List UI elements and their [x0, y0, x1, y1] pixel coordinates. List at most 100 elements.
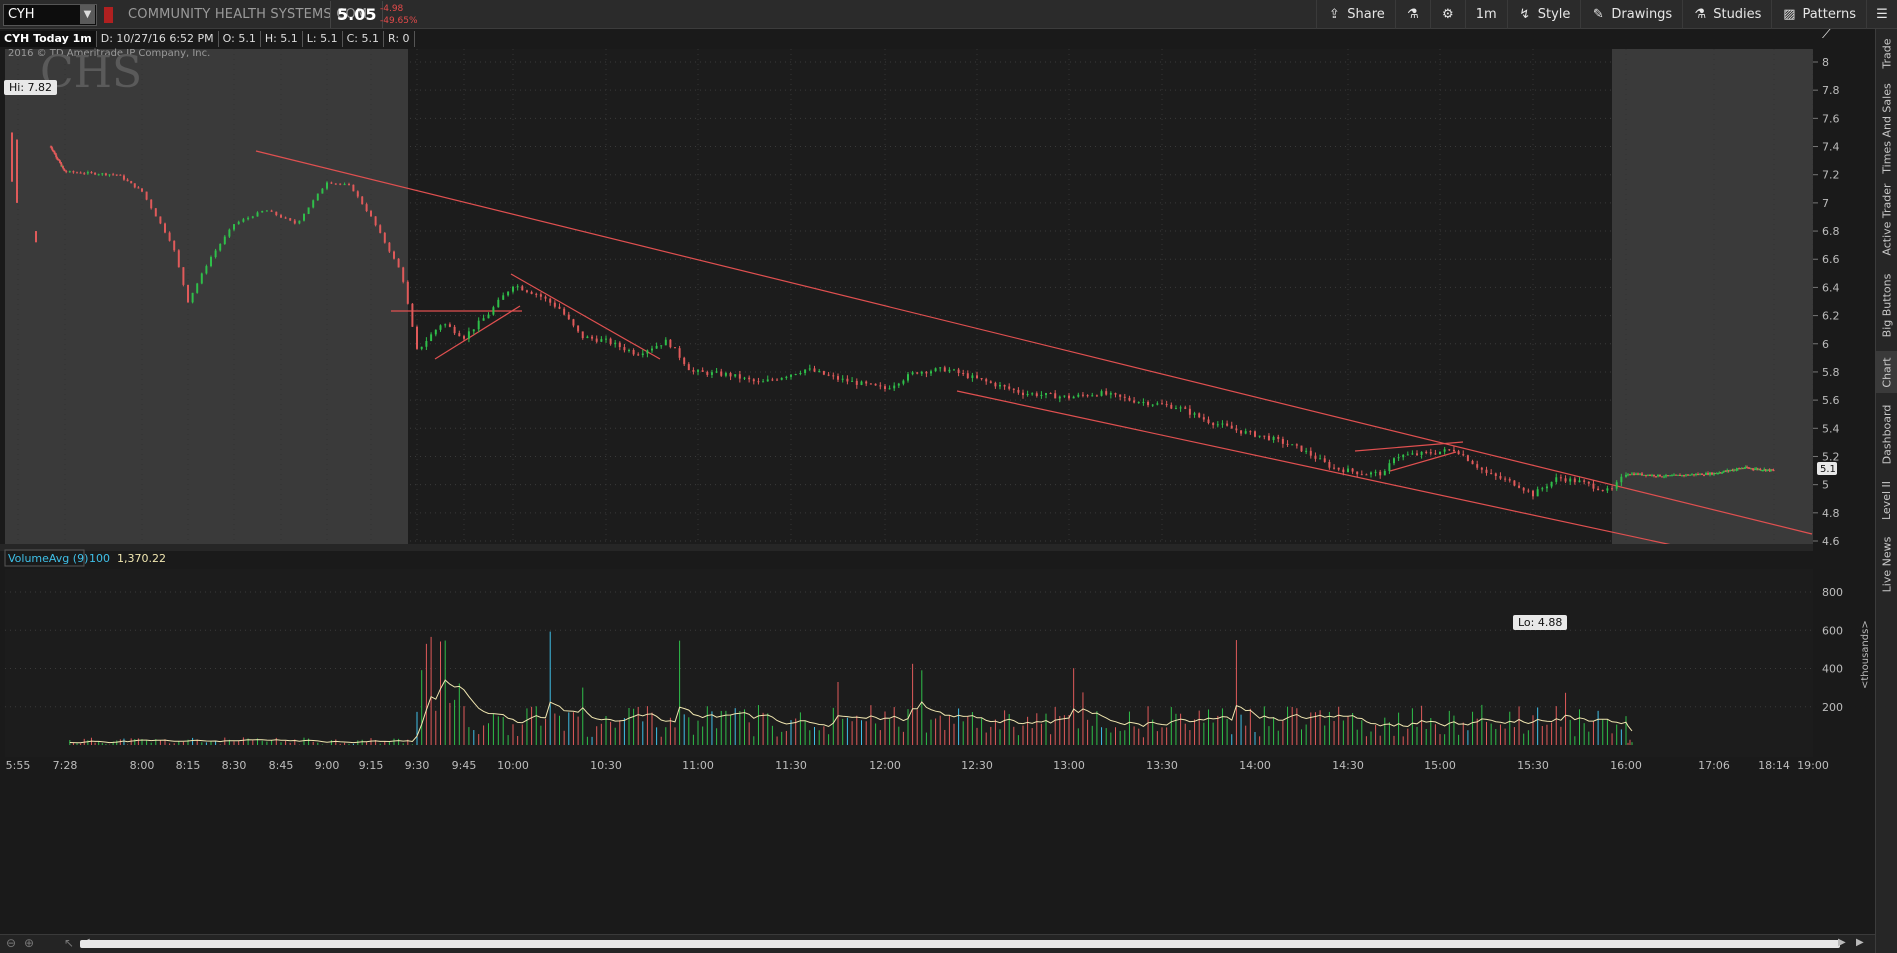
candle-body	[1137, 402, 1140, 404]
volume-length: 100	[89, 552, 110, 565]
candle-body	[1714, 473, 1717, 475]
patterns-button[interactable]: ▨ Patterns	[1771, 0, 1866, 29]
tab-trade[interactable]: Trade	[1880, 37, 1894, 69]
candle-body	[1750, 468, 1753, 470]
candle-body	[182, 267, 185, 285]
scrollbar-thumb[interactable]	[80, 940, 1840, 948]
zoom-out-icon[interactable]: ⊖	[6, 936, 17, 950]
candle-body	[1230, 425, 1233, 429]
volume-study-label[interactable]: VolumeAvg (9)	[8, 552, 88, 565]
horizontal-scrollbar[interactable]: ⊖ ⊕ ↖ ◀ ▶ ▶	[0, 934, 1875, 953]
candle-body	[61, 166, 64, 169]
candle-body	[710, 372, 713, 375]
candle-body	[1314, 455, 1317, 459]
volume-bars	[69, 631, 1633, 745]
candle-body	[989, 381, 992, 383]
trendline-channel[interactable]	[956, 390, 1673, 546]
candle-body	[1161, 403, 1163, 405]
time-tick-label: 5:55	[6, 759, 31, 772]
settings-button[interactable]: ⚙	[1429, 0, 1465, 29]
candle-body	[159, 216, 162, 224]
candle-body	[1606, 488, 1609, 491]
tab-big-buttons[interactable]: Big Buttons	[1880, 273, 1894, 337]
time-tick-label: 18:14	[1758, 759, 1790, 772]
time-tick-label: 9:45	[452, 759, 477, 772]
pencil-icon: ✎	[1592, 7, 1604, 22]
candle-body	[1592, 483, 1595, 489]
candle-body	[1425, 451, 1428, 453]
candle-body	[544, 296, 547, 299]
candle-body	[1081, 394, 1084, 396]
tab-active-trader[interactable]: Active Trader	[1880, 182, 1894, 256]
candle-body	[1627, 474, 1629, 476]
candle-body	[1697, 474, 1699, 476]
candle-body	[1722, 471, 1725, 473]
scroll-right-icon[interactable]: ▶	[1838, 937, 1846, 948]
flag-bottom[interactable]	[1389, 451, 1457, 472]
candle-body	[55, 156, 58, 159]
bar-high: H: 5.1	[261, 31, 303, 47]
candle-body	[256, 212, 259, 217]
scroll-end-icon[interactable]: ▶	[1856, 937, 1864, 948]
price-chart[interactable]: 2016 © TD Ameritrade IP Company, Inc. CH…	[0, 29, 1875, 934]
volume-tick-label: 800	[1822, 586, 1843, 599]
time-axis	[0, 757, 1875, 773]
studies-button[interactable]: ⚗ Studies	[1682, 0, 1771, 29]
candle-body	[1342, 469, 1345, 473]
drawings-button[interactable]: ✎ Drawings	[1580, 0, 1682, 29]
candle-body	[1731, 469, 1734, 471]
candle-body	[1374, 471, 1377, 473]
candle-body	[1661, 476, 1663, 478]
change-value: -4.98	[380, 4, 404, 14]
trendline-main[interactable]	[255, 150, 1813, 535]
symbol-input[interactable]: CYH	[3, 4, 97, 26]
candle-body	[101, 173, 104, 175]
menu-button[interactable]: ☰	[1866, 0, 1897, 29]
flask-button[interactable]: ⚗	[1394, 0, 1430, 29]
menu-icon: ☰	[1876, 7, 1888, 22]
candle-body	[1724, 470, 1727, 472]
candle-body	[1128, 397, 1131, 401]
cursor-icon[interactable]: ↖	[64, 936, 75, 950]
candle-body	[507, 291, 510, 296]
tab-level-ii[interactable]: Level II	[1880, 480, 1894, 520]
candle-body	[1119, 394, 1122, 397]
candle-body	[130, 181, 133, 184]
candle-body	[1281, 438, 1284, 444]
candle-body	[1555, 477, 1558, 482]
timeframe-button[interactable]: 1m	[1464, 0, 1507, 29]
panel-divider[interactable]	[0, 544, 1813, 551]
zoom-in-icon[interactable]: ⊕	[24, 936, 35, 950]
tab-live-news[interactable]: Live News	[1880, 536, 1894, 592]
tab-chart[interactable]: Chart	[1876, 351, 1897, 393]
candle-body	[1370, 472, 1372, 475]
tab-dashboard[interactable]: Dashboard	[1880, 404, 1894, 464]
candle-body	[54, 153, 57, 155]
candle-body	[1768, 469, 1771, 471]
candle-body	[1360, 474, 1363, 476]
pennant-bottom[interactable]	[434, 305, 521, 360]
trendline-short[interactable]	[510, 273, 661, 360]
time-tick-label: 8:45	[269, 759, 294, 772]
candle-body	[1086, 395, 1089, 397]
candle-body	[1165, 404, 1168, 406]
studies-label: Studies	[1713, 7, 1762, 22]
time-tick-label: 11:30	[775, 759, 807, 772]
flag-top[interactable]	[1354, 441, 1464, 452]
volume-value: 1,370.22	[117, 552, 166, 565]
candle-body	[187, 284, 189, 303]
crosshair-icon[interactable]: ⟋	[1822, 29, 1832, 42]
tab-times-and-sales[interactable]: Times And Sales	[1880, 82, 1894, 174]
candle-body	[632, 350, 635, 355]
candle-body	[1701, 473, 1703, 475]
flag-icon[interactable]	[104, 7, 113, 23]
candle-body	[1397, 457, 1400, 459]
candle-body	[1212, 423, 1215, 426]
candle-body	[1388, 463, 1391, 472]
style-button[interactable]: ↯ Style	[1506, 0, 1581, 29]
candle-body	[1193, 413, 1196, 415]
candle-body	[799, 373, 802, 375]
share-button[interactable]: ⇪ Share	[1316, 0, 1395, 29]
chevron-down-icon[interactable]: ▼	[80, 5, 95, 24]
